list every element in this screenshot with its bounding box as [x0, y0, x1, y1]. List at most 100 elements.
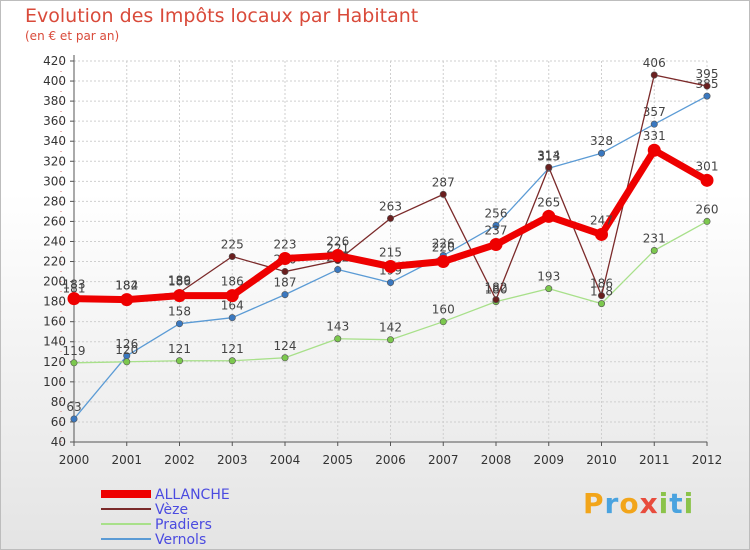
y-tick-label: 240: [43, 234, 66, 248]
data-point: [492, 221, 500, 229]
data-label: 121: [168, 342, 191, 356]
data-point: [228, 253, 236, 261]
data-label: 263: [379, 199, 402, 213]
data-label: 226: [326, 235, 349, 249]
data-point: [703, 217, 711, 225]
legend-label-allanche: ALLANCHE: [155, 487, 230, 503]
y-tick-label: 100: [43, 375, 66, 389]
data-label: 63: [66, 400, 81, 414]
data-point: [703, 82, 711, 90]
data-label: 247: [590, 213, 613, 227]
data-label: 265: [537, 195, 560, 209]
data-point: [597, 292, 605, 300]
y-tick-label: 40: [51, 435, 66, 449]
data-point: [650, 120, 658, 128]
data-label: 313: [537, 149, 560, 163]
data-label: 193: [537, 270, 560, 284]
data-label: 357: [643, 105, 666, 119]
data-label: 187: [274, 276, 297, 290]
logo-letter: t: [669, 487, 684, 520]
logo-letter: P: [583, 487, 605, 520]
data-point: [176, 320, 184, 328]
data-point: [650, 246, 658, 254]
chart-subtitle: (en € et par an): [25, 29, 120, 43]
y-tick-label: 80: [51, 395, 66, 409]
data-label: 231: [643, 231, 666, 245]
x-tick-label: 2011: [639, 453, 670, 467]
data-label: 158: [168, 305, 191, 319]
data-label: 226: [432, 237, 455, 251]
data-point: [334, 335, 342, 343]
legend-label-vernols: Vernols: [155, 532, 206, 548]
data-label: 189: [168, 274, 191, 288]
data-label: 215: [379, 246, 402, 260]
proxiti-logo: Proxiti: [583, 487, 694, 520]
y-tick-label: 300: [43, 174, 66, 188]
data-label: 182: [115, 279, 138, 293]
data-label: 186: [221, 275, 244, 289]
data-point: [120, 293, 134, 307]
x-tick-label: 2003: [217, 453, 248, 467]
data-point: [228, 357, 236, 365]
chart-title: Evolution des Impôts locaux par Habitant: [25, 5, 419, 27]
x-tick-label: 2010: [586, 453, 617, 467]
data-point: [597, 149, 605, 157]
data-point: [123, 358, 131, 366]
data-point: [176, 357, 184, 365]
x-tick-label: 2007: [428, 453, 459, 467]
data-point: [386, 279, 394, 287]
x-tick-label: 2002: [164, 453, 195, 467]
data-label: 260: [696, 202, 719, 216]
data-point: [700, 173, 714, 187]
logo-letter: x: [639, 487, 659, 520]
data-point: [545, 285, 553, 293]
y-tick-label: 400: [43, 74, 66, 88]
y-tick-label: 320: [43, 154, 66, 168]
data-label: 164: [221, 299, 244, 313]
data-label: 221: [326, 242, 349, 256]
data-point: [278, 252, 292, 266]
data-point: [225, 289, 239, 303]
y-tick-label: 420: [43, 54, 66, 68]
data-label: 143: [326, 320, 349, 334]
y-tick-label: 140: [43, 335, 66, 349]
data-label: 331: [643, 129, 666, 143]
y-tick-label: 260: [43, 214, 66, 228]
data-label: 182: [485, 281, 508, 295]
x-tick-label: 2005: [322, 453, 353, 467]
data-point: [228, 314, 236, 322]
y-tick-label: 180: [43, 295, 66, 309]
data-point: [70, 359, 78, 367]
legend-label-vèze: Vèze: [155, 502, 188, 518]
logo-letter: i: [683, 487, 695, 520]
data-label: 314: [537, 148, 560, 162]
data-point: [597, 300, 605, 308]
data-point: [70, 415, 78, 423]
x-tick-label: 2001: [111, 453, 142, 467]
data-point: [439, 318, 447, 326]
logo-letter: o: [619, 487, 640, 520]
data-label: 328: [590, 134, 613, 148]
data-point: [647, 143, 661, 157]
y-tick-label: 340: [43, 134, 66, 148]
y-tick-label: 160: [43, 315, 66, 329]
data-label: 181: [63, 282, 86, 296]
x-tick-label: 2009: [533, 453, 564, 467]
data-label: 184: [115, 279, 138, 293]
data-label: 142: [379, 321, 402, 335]
data-point: [281, 268, 289, 276]
y-tick-label: 200: [43, 275, 66, 289]
data-label: 395: [696, 67, 719, 81]
data-label: 160: [432, 303, 455, 317]
logo-letter: r: [604, 487, 620, 520]
data-label: 126: [115, 337, 138, 351]
data-point: [545, 163, 553, 171]
y-tick-label: 120: [43, 355, 66, 369]
data-label: 186: [590, 277, 613, 291]
data-label: 301: [696, 159, 719, 173]
data-point: [386, 336, 394, 344]
data-point: [650, 71, 658, 79]
data-point: [281, 291, 289, 299]
